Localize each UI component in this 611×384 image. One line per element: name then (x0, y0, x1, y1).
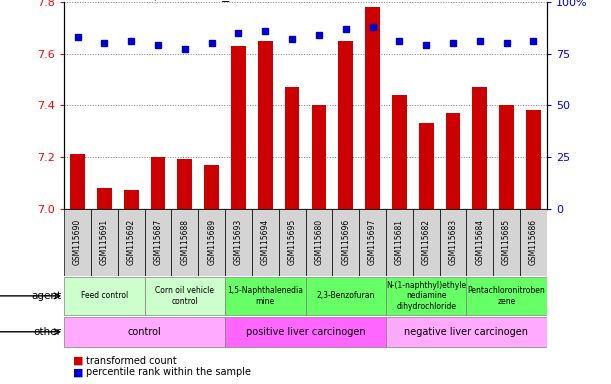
Bar (520, 209, 547, 276)
Text: other: other (33, 327, 61, 337)
Text: percentile rank within the sample: percentile rank within the sample (86, 367, 251, 377)
Bar (445, 113, 460, 209)
Text: GSM115681: GSM115681 (395, 218, 404, 265)
Text: 2,3-Benzofuran: 2,3-Benzofuran (316, 291, 375, 300)
Text: Pentachloronitroben
zene: Pentachloronitroben zene (468, 286, 546, 306)
Bar (252, 209, 279, 276)
Bar (91, 209, 118, 276)
Text: N-(1-naphthyl)ethyle
nediamine
dihydrochloride: N-(1-naphthyl)ethyle nediamine dihydroch… (386, 281, 466, 311)
Text: GSM115687: GSM115687 (153, 218, 163, 265)
Bar (493, 209, 520, 276)
Text: positive liver carcinogen: positive liver carcinogen (246, 327, 365, 337)
Bar (332, 209, 359, 276)
Text: GSM115691: GSM115691 (100, 218, 109, 265)
Text: GSM115696: GSM115696 (341, 218, 350, 265)
Bar (198, 209, 225, 276)
Bar (97, 188, 112, 209)
Bar (466, 209, 493, 276)
Text: agent: agent (31, 291, 61, 301)
Text: GSM115686: GSM115686 (529, 218, 538, 265)
Bar (225, 276, 306, 315)
Text: GSM115680: GSM115680 (315, 218, 323, 265)
Text: ■: ■ (73, 356, 84, 366)
Bar (338, 41, 353, 209)
Text: 1,5-Naphthalenedia
mine: 1,5-Naphthalenedia mine (227, 286, 303, 306)
Text: GSM115683: GSM115683 (448, 218, 458, 265)
Bar (439, 209, 466, 276)
Text: GSM115690: GSM115690 (73, 218, 82, 265)
Text: GSM115682: GSM115682 (422, 218, 431, 265)
Bar (177, 159, 192, 209)
Bar (64, 276, 145, 315)
Bar (526, 110, 541, 209)
Bar (419, 123, 434, 209)
Bar (225, 209, 252, 276)
Bar (124, 190, 139, 209)
Bar (204, 165, 219, 209)
Text: GDS2497 / 1448947_at: GDS2497 / 1448947_at (89, 0, 243, 1)
Text: GSM115688: GSM115688 (180, 218, 189, 265)
Bar (306, 276, 386, 315)
Text: negative liver carcinogen: negative liver carcinogen (404, 327, 529, 337)
Text: GSM115693: GSM115693 (234, 218, 243, 265)
Bar (312, 105, 326, 209)
Text: transformed count: transformed count (86, 356, 177, 366)
Bar (472, 87, 487, 209)
Text: GSM115689: GSM115689 (207, 218, 216, 265)
Text: control: control (128, 327, 161, 337)
Text: GSM115694: GSM115694 (261, 218, 270, 265)
Bar (145, 276, 225, 315)
Text: GSM115684: GSM115684 (475, 218, 485, 265)
Bar (64, 317, 225, 347)
Text: Corn oil vehicle
control: Corn oil vehicle control (155, 286, 214, 306)
Bar (285, 87, 299, 209)
Bar (70, 154, 85, 209)
Bar (231, 46, 246, 209)
Bar (145, 209, 172, 276)
Bar (359, 209, 386, 276)
Text: Feed control: Feed control (81, 291, 128, 300)
Text: GSM115697: GSM115697 (368, 218, 377, 265)
Bar (151, 157, 166, 209)
Text: GSM115695: GSM115695 (288, 218, 296, 265)
Bar (413, 209, 439, 276)
Bar (225, 317, 386, 347)
Bar (172, 209, 198, 276)
Bar (386, 317, 547, 347)
Bar (118, 209, 145, 276)
Text: ■: ■ (73, 367, 84, 377)
Bar (386, 209, 413, 276)
Bar (365, 7, 380, 209)
Bar (279, 209, 306, 276)
Bar (386, 276, 466, 315)
Text: GSM115685: GSM115685 (502, 218, 511, 265)
Bar (64, 209, 91, 276)
Bar (306, 209, 332, 276)
Bar (466, 276, 547, 315)
Bar (392, 95, 407, 209)
Bar (499, 105, 514, 209)
Bar (258, 41, 273, 209)
Text: GSM115692: GSM115692 (126, 218, 136, 265)
